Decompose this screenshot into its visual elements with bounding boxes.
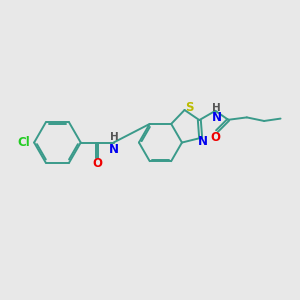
Text: O: O [92,157,102,170]
Text: O: O [210,130,220,144]
Text: S: S [185,100,194,113]
Text: N: N [109,143,119,156]
Text: N: N [198,135,208,148]
Text: H: H [212,103,221,113]
Text: H: H [110,132,118,142]
Text: N: N [212,111,222,124]
Text: Cl: Cl [18,136,31,149]
